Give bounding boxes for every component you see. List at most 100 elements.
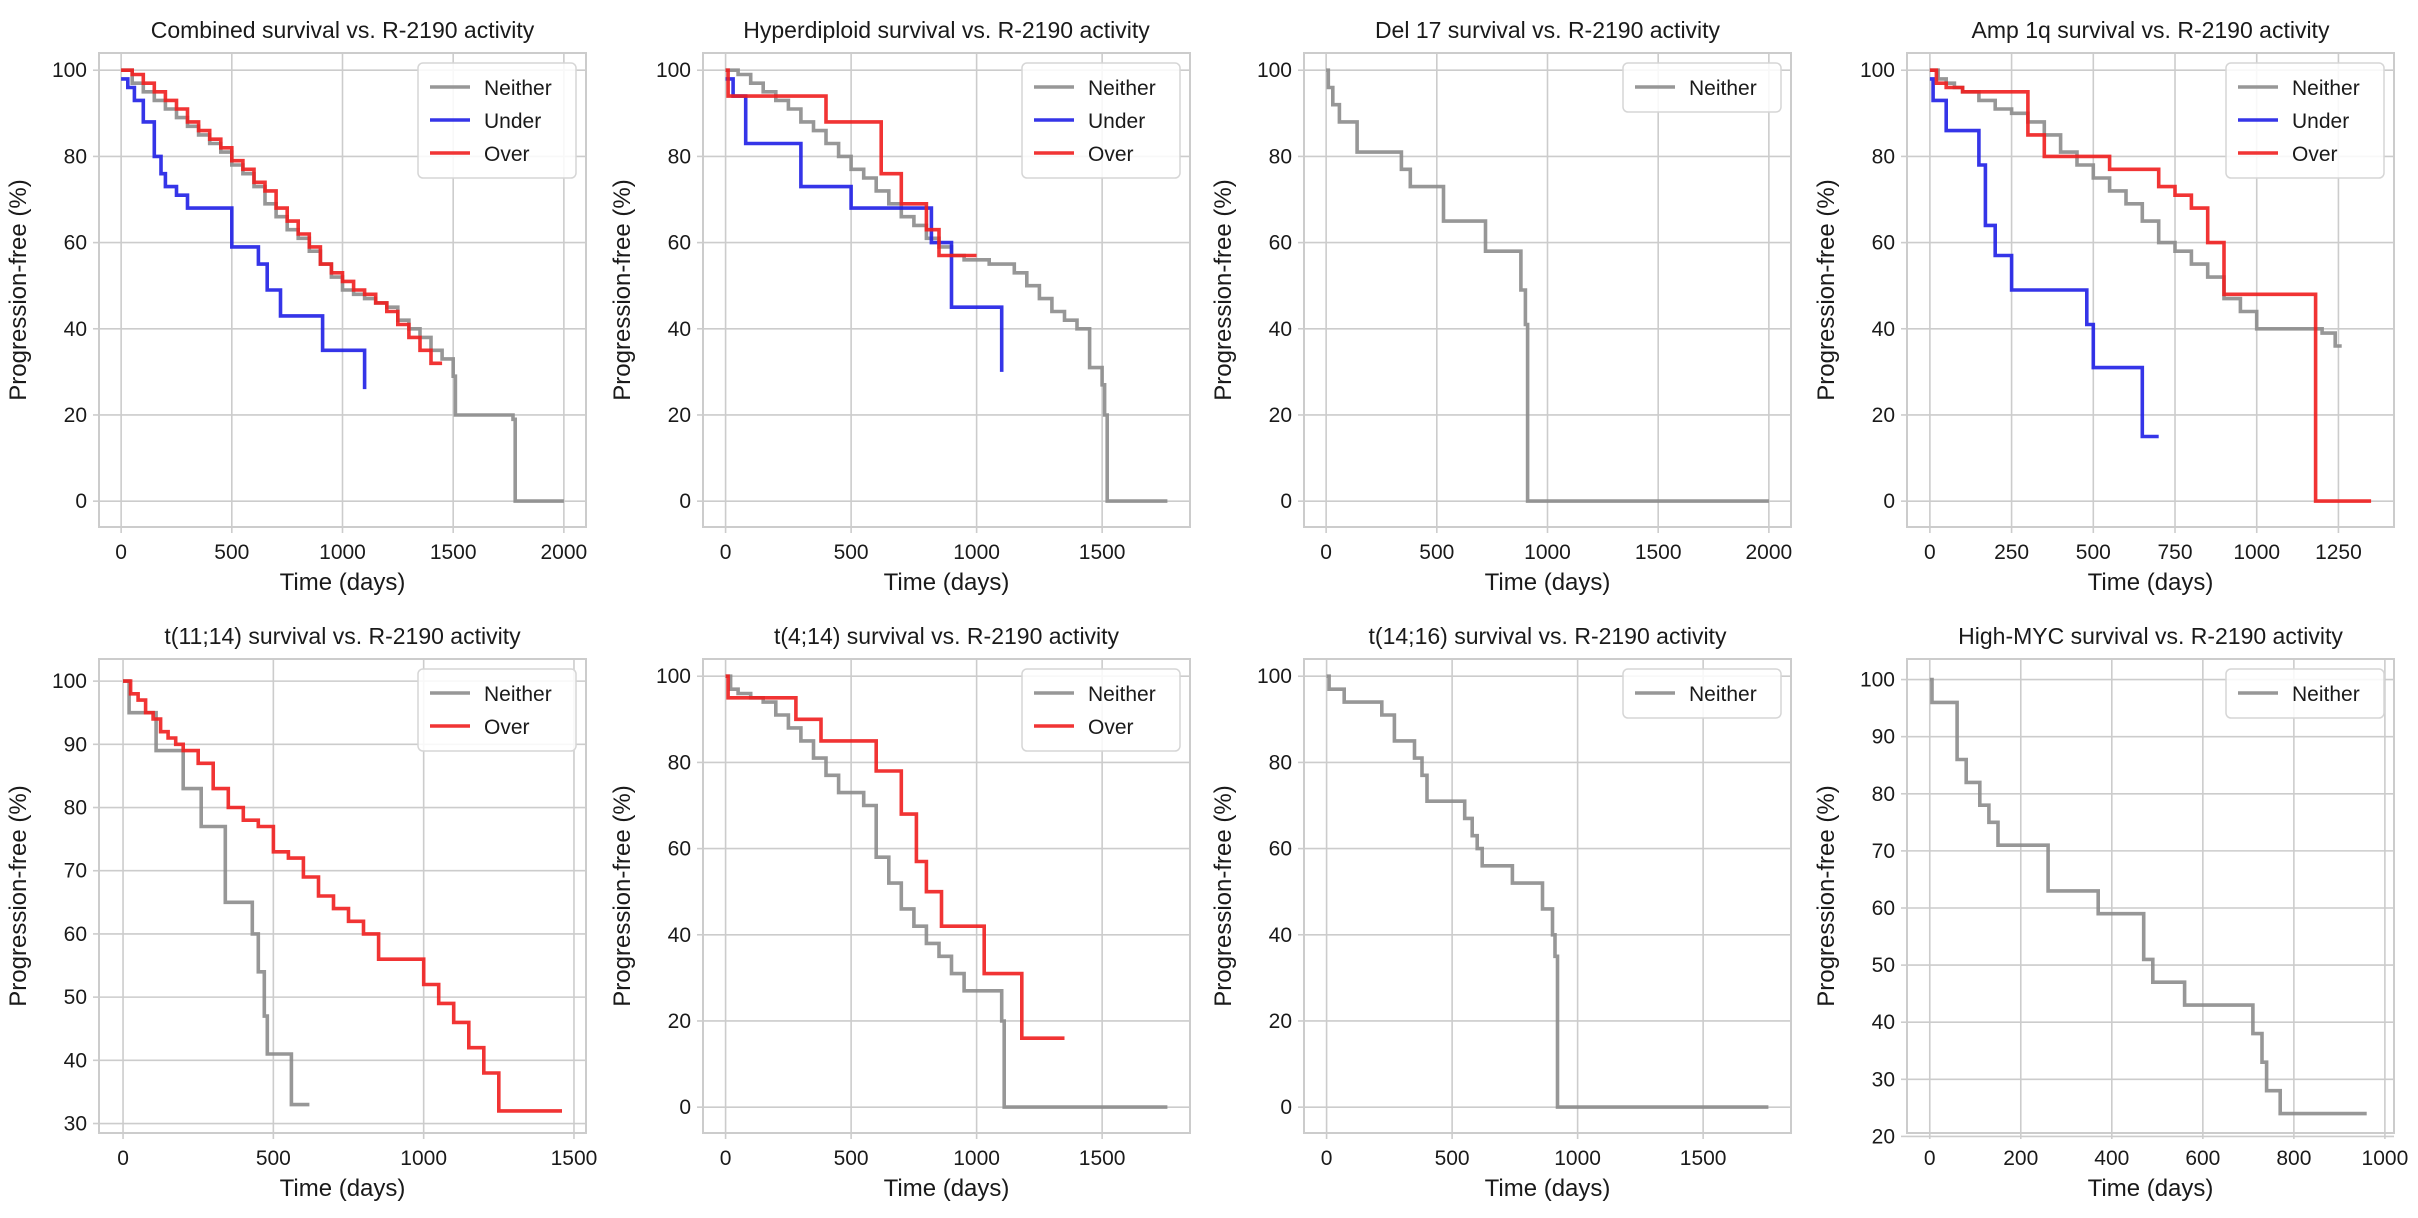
legend-label-under: Under bbox=[2292, 110, 2349, 133]
y-tick-label: 0 bbox=[1883, 490, 1895, 513]
x-tick-label: 2000 bbox=[541, 541, 588, 564]
series-line-over bbox=[725, 68, 977, 258]
plot-frame bbox=[1906, 52, 2395, 528]
x-tick-label: 1500 bbox=[1635, 541, 1682, 564]
x-tick-label: 250 bbox=[1994, 541, 2029, 564]
plot-frame bbox=[702, 52, 1191, 528]
x-axis-label: Time (days) bbox=[1485, 1175, 1611, 1202]
x-tick-label: 500 bbox=[214, 541, 249, 564]
y-tick-label: 50 bbox=[1872, 954, 1895, 977]
y-tick-label: 0 bbox=[75, 490, 87, 513]
legend-label-under: Under bbox=[484, 110, 541, 133]
legend-label-neither: Neither bbox=[1689, 683, 1757, 706]
chart-title: Combined survival vs. R-2190 activity bbox=[151, 17, 535, 43]
legend-box bbox=[1622, 62, 1782, 113]
series-line-neither bbox=[1929, 677, 2367, 1116]
legend-label-neither: Neither bbox=[484, 77, 552, 100]
legend-label-over: Over bbox=[1088, 143, 1134, 166]
y-tick-label: 50 bbox=[64, 986, 87, 1009]
y-tick-label: 40 bbox=[64, 318, 87, 341]
legend-box bbox=[2225, 668, 2385, 719]
y-tick-label: 20 bbox=[1872, 1125, 1895, 1148]
x-tick-label: 0 bbox=[1321, 1147, 1333, 1170]
legend-label-over: Over bbox=[484, 143, 530, 166]
y-tick-label: 40 bbox=[668, 318, 691, 341]
y-tick-label: 60 bbox=[1872, 897, 1895, 920]
y-tick-label: 20 bbox=[1269, 404, 1292, 427]
legend: Neither Over bbox=[1021, 668, 1181, 752]
legend-label-neither: Neither bbox=[2292, 683, 2360, 706]
series-line-over bbox=[1929, 68, 2372, 503]
x-tick-label: 1000 bbox=[1524, 541, 1571, 564]
y-tick-label: 60 bbox=[1269, 838, 1292, 861]
legend-box bbox=[417, 62, 577, 179]
y-tick-label: 40 bbox=[1872, 1011, 1895, 1034]
y-tick-label: 100 bbox=[1860, 669, 1895, 692]
x-axis-label: Time (days) bbox=[1485, 569, 1611, 596]
x-tick-label: 1500 bbox=[1079, 541, 1126, 564]
legend-label-neither: Neither bbox=[1088, 683, 1156, 706]
x-tick-label: 2000 bbox=[1746, 541, 1793, 564]
x-axis-label: Time (days) bbox=[280, 1175, 406, 1202]
legend: Neither bbox=[1622, 668, 1782, 719]
y-tick-label: 30 bbox=[1872, 1068, 1895, 1091]
chart-title: t(4;14) survival vs. R-2190 activity bbox=[774, 623, 1120, 649]
y-tick-label: 40 bbox=[64, 1049, 87, 1072]
x-tick-label: 1000 bbox=[2233, 541, 2280, 564]
plot-frame bbox=[98, 658, 587, 1134]
y-tick-label: 40 bbox=[1872, 318, 1895, 341]
x-tick-label: 1000 bbox=[2362, 1147, 2409, 1170]
plot-frame bbox=[702, 658, 1191, 1134]
x-tick-label: 500 bbox=[834, 541, 869, 564]
x-tick-label: 0 bbox=[115, 541, 127, 564]
legend-label-neither: Neither bbox=[2292, 77, 2360, 100]
x-tick-label: 0 bbox=[720, 1147, 732, 1170]
y-tick-label: 60 bbox=[64, 923, 87, 946]
series-line-under bbox=[121, 77, 367, 390]
y-tick-label: 80 bbox=[1269, 145, 1292, 168]
series-line-over bbox=[123, 679, 562, 1113]
x-axis-label: Time (days) bbox=[884, 569, 1010, 596]
legend-box bbox=[1622, 668, 1782, 719]
y-tick-label: 80 bbox=[1269, 751, 1292, 774]
y-tick-label: 60 bbox=[1872, 232, 1895, 255]
y-tick-label: 80 bbox=[668, 751, 691, 774]
legend: Neither Over bbox=[417, 668, 577, 752]
x-tick-label: 800 bbox=[2276, 1147, 2311, 1170]
y-tick-label: 80 bbox=[1872, 783, 1895, 806]
legend-label-over: Over bbox=[2292, 143, 2338, 166]
y-tick-label: 0 bbox=[679, 490, 691, 513]
y-tick-label: 20 bbox=[64, 404, 87, 427]
y-tick-label: 20 bbox=[1872, 404, 1895, 427]
x-tick-label: 1500 bbox=[1680, 1147, 1727, 1170]
legend-label-neither: Neither bbox=[1689, 77, 1757, 100]
x-axis-label: Time (days) bbox=[884, 1175, 1010, 1202]
chart-title: Amp 1q survival vs. R-2190 activity bbox=[1972, 17, 2330, 43]
y-axis-label: Progression-free (%) bbox=[609, 179, 636, 400]
y-tick-label: 70 bbox=[64, 860, 87, 883]
x-tick-label: 500 bbox=[834, 1147, 869, 1170]
x-tick-label: 1250 bbox=[2315, 541, 2362, 564]
y-tick-label: 20 bbox=[668, 404, 691, 427]
x-axis-label: Time (days) bbox=[2088, 569, 2214, 596]
x-tick-label: 1000 bbox=[1554, 1147, 1601, 1170]
y-tick-label: 40 bbox=[1269, 318, 1292, 341]
chart-title: t(14;16) survival vs. R-2190 activity bbox=[1369, 623, 1727, 649]
legend-label-under: Under bbox=[1088, 110, 1145, 133]
y-tick-label: 90 bbox=[64, 733, 87, 756]
legend: Neither bbox=[2225, 668, 2385, 719]
x-tick-label: 1500 bbox=[1079, 1147, 1126, 1170]
legend-label-neither: Neither bbox=[484, 683, 552, 706]
y-axis-label: Progression-free (%) bbox=[1210, 785, 1237, 1006]
y-tick-label: 0 bbox=[1280, 490, 1292, 513]
series-line-neither bbox=[725, 68, 1168, 503]
y-tick-label: 100 bbox=[1257, 59, 1292, 82]
x-tick-label: 0 bbox=[1320, 541, 1332, 564]
x-tick-label: 1500 bbox=[430, 541, 477, 564]
x-tick-label: 500 bbox=[2076, 541, 2111, 564]
